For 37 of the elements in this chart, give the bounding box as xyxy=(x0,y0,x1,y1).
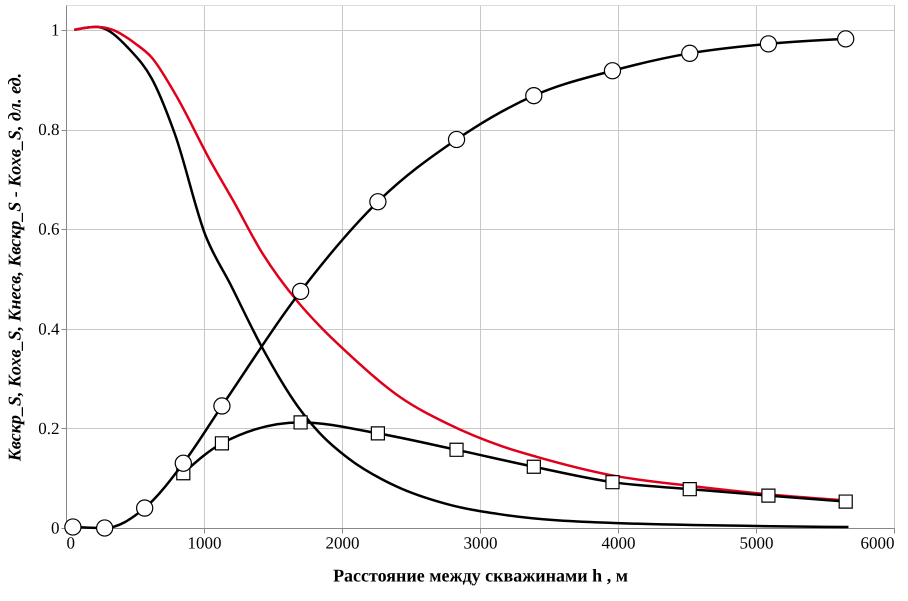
x-axis-title: Расстояние между скважинами h , м xyxy=(333,566,628,586)
point xyxy=(448,130,466,148)
y-tick-label: 0.4 xyxy=(38,319,60,338)
point xyxy=(64,518,82,536)
point xyxy=(369,193,387,210)
point xyxy=(293,415,308,430)
y-tick-label: 0.2 xyxy=(38,418,60,438)
point xyxy=(605,475,620,490)
point xyxy=(214,436,230,450)
point xyxy=(604,62,622,80)
x-tick-label: 2000 xyxy=(326,534,360,552)
point xyxy=(838,494,853,509)
point xyxy=(681,44,698,62)
point xyxy=(292,282,310,300)
x-tick-label: 3000 xyxy=(464,534,498,552)
point xyxy=(96,519,114,537)
x-tick-label: 4000 xyxy=(602,534,636,552)
y-tick-label: 0.8 xyxy=(38,120,60,140)
point xyxy=(525,87,542,104)
point xyxy=(682,482,697,496)
point xyxy=(370,426,385,440)
y-tick-label: 1 xyxy=(51,20,60,40)
x-tick-label: 6000 xyxy=(860,534,894,552)
point xyxy=(761,488,776,503)
x-tick-label: 5000 xyxy=(740,534,774,552)
point xyxy=(136,499,154,517)
y-tick-label: 0 xyxy=(51,518,60,538)
point xyxy=(526,460,541,474)
point xyxy=(837,30,854,48)
point xyxy=(449,442,464,457)
point xyxy=(174,454,192,472)
x-tick-label: 1000 xyxy=(188,534,222,552)
x-tick-label: 0 xyxy=(66,534,75,552)
y-axis-title: Kвскр_S, Kохв_S, Kнесв, Kвскр_S - Kохв_S, дл. ед. xyxy=(4,72,24,462)
point xyxy=(760,35,778,52)
point xyxy=(213,397,231,415)
y-tick-label: 0.6 xyxy=(38,220,60,239)
